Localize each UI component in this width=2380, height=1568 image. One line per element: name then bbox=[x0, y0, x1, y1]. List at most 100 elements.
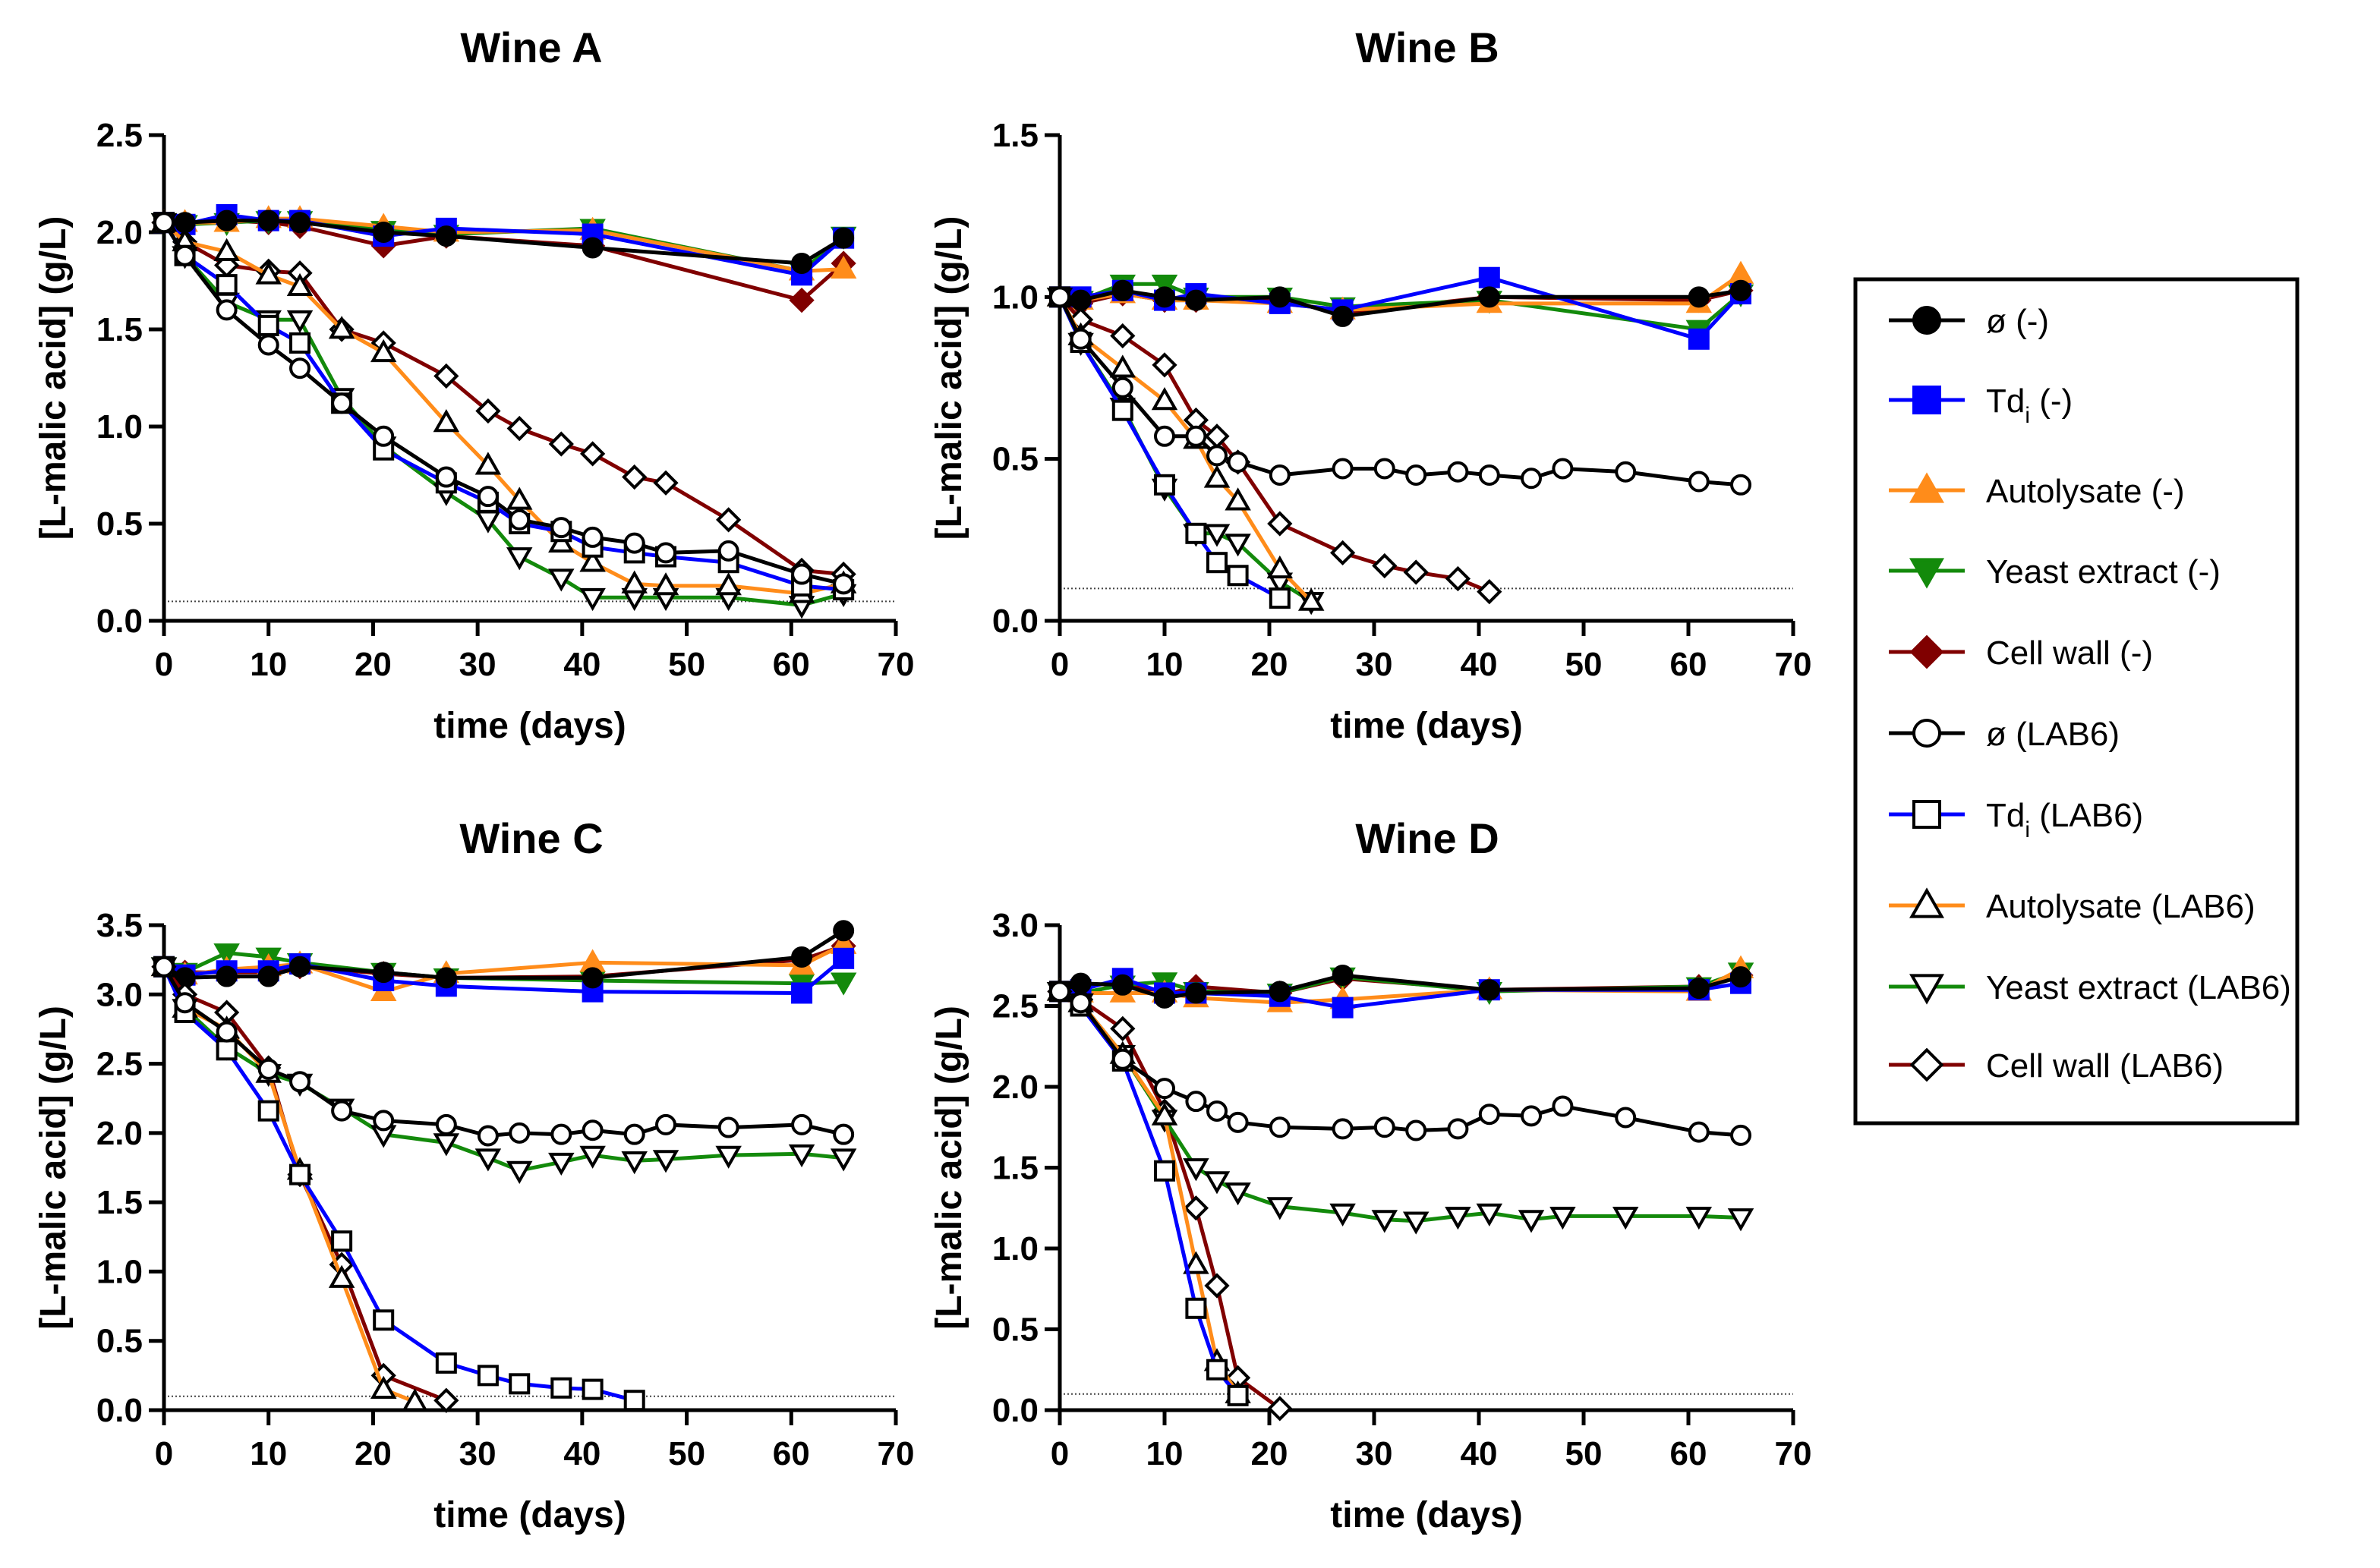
data-point bbox=[1477, 578, 1502, 605]
legend-marker bbox=[1909, 887, 1944, 918]
legend-label: Tdi (-) bbox=[1986, 383, 2073, 428]
data-point bbox=[1612, 1207, 1639, 1230]
data-point bbox=[1447, 1118, 1469, 1140]
data-point bbox=[1206, 1100, 1228, 1122]
data-point bbox=[216, 1021, 238, 1043]
data-point bbox=[1478, 1104, 1500, 1126]
data-point bbox=[1225, 487, 1251, 511]
legend-marker bbox=[1909, 558, 1944, 589]
data-point bbox=[833, 947, 855, 969]
chart-title: Wine B bbox=[1355, 24, 1499, 71]
data-point bbox=[1727, 1208, 1754, 1232]
y-axis-label: [L-malic acid] (g/L) bbox=[929, 1006, 969, 1330]
data-point bbox=[435, 466, 457, 488]
data-point bbox=[1615, 1107, 1637, 1129]
data-point bbox=[402, 1388, 428, 1412]
series-o bbox=[153, 920, 855, 989]
x-tick-label: 60 bbox=[773, 1435, 810, 1472]
data-point bbox=[621, 1151, 648, 1175]
data-point bbox=[477, 486, 499, 508]
legend-item-autolysate-lab6: Autolysate (LAB6) bbox=[1889, 887, 2255, 925]
legend-marker bbox=[1909, 634, 1944, 669]
data-point bbox=[213, 238, 240, 261]
y-tick-label: 1.0 bbox=[96, 408, 143, 446]
data-point bbox=[289, 956, 311, 978]
data-point bbox=[1183, 1251, 1209, 1274]
x-tick-label: 30 bbox=[1356, 646, 1393, 683]
series-o-lab6 bbox=[1049, 981, 1751, 1146]
legend-item-autolysate: Autolysate (-) bbox=[1889, 472, 2185, 510]
data-point bbox=[652, 1150, 679, 1173]
data-point bbox=[582, 1119, 604, 1141]
data-point bbox=[435, 1113, 457, 1135]
y-tick-label: 1.0 bbox=[992, 1230, 1039, 1267]
data-point bbox=[435, 967, 457, 989]
data-point bbox=[474, 452, 502, 475]
data-point bbox=[830, 1148, 857, 1172]
data-point bbox=[1203, 464, 1231, 488]
legend-item-yeast-extract: Yeast extract (-) bbox=[1889, 553, 2221, 590]
data-point bbox=[789, 287, 815, 313]
data-point bbox=[213, 943, 240, 967]
data-point bbox=[1183, 1158, 1209, 1182]
chart-panel-wine-c: Wine C 0 10 20 30 40 50 60 70 0.0 0.5 1.0 1.5 2.0 2.5 3… bbox=[33, 814, 914, 1535]
data-point bbox=[1154, 286, 1175, 308]
data-point bbox=[655, 1113, 677, 1135]
x-tick-label: 50 bbox=[668, 646, 705, 683]
data-point bbox=[1151, 274, 1178, 298]
x-axis-label: time (days) bbox=[1330, 1495, 1522, 1535]
data-point bbox=[373, 1110, 395, 1132]
data-point bbox=[1269, 587, 1291, 609]
series-o-lab6 bbox=[153, 212, 855, 595]
series-line bbox=[1059, 973, 1742, 1000]
series-line bbox=[163, 951, 844, 986]
data-point bbox=[1478, 286, 1500, 308]
data-point bbox=[1688, 471, 1710, 493]
data-point bbox=[1727, 260, 1754, 284]
series-cell-wall-lab6 bbox=[1047, 284, 1502, 605]
data-point bbox=[1111, 1048, 1133, 1070]
y-tick-label: 0.0 bbox=[96, 1392, 143, 1429]
data-point bbox=[548, 431, 574, 457]
data-point bbox=[1185, 522, 1207, 544]
data-point bbox=[255, 261, 282, 285]
data-point bbox=[1152, 352, 1177, 378]
data-point bbox=[506, 486, 533, 510]
data-point bbox=[1371, 1210, 1398, 1233]
data-point bbox=[286, 310, 314, 334]
y-tick-label: 1.5 bbox=[992, 1150, 1039, 1187]
data-point bbox=[153, 212, 175, 234]
data-point bbox=[1225, 534, 1251, 557]
y-tick-label: 0.0 bbox=[992, 603, 1039, 640]
data-point bbox=[435, 1352, 457, 1374]
data-point bbox=[477, 1125, 499, 1147]
data-point bbox=[1518, 1210, 1545, 1233]
data-point bbox=[1478, 266, 1500, 288]
data-point bbox=[1111, 399, 1133, 421]
data-point bbox=[257, 314, 279, 336]
x-axis-label: time (days) bbox=[433, 706, 626, 746]
legend-marker bbox=[1909, 472, 1944, 503]
data-point bbox=[550, 1377, 572, 1399]
data-point bbox=[791, 1113, 813, 1135]
legend-marker bbox=[1909, 1047, 1944, 1082]
chart-title: Wine D bbox=[1355, 814, 1499, 862]
data-point bbox=[715, 572, 742, 596]
data-point bbox=[286, 272, 314, 297]
y-axis-label: [L-malic acid] (g/L) bbox=[33, 1006, 74, 1330]
data-point bbox=[1227, 1384, 1249, 1406]
x-tick-label: 10 bbox=[250, 1435, 287, 1472]
data-point bbox=[289, 1163, 311, 1185]
data-point bbox=[1206, 445, 1228, 467]
legend-item-o: ø (-) bbox=[1889, 303, 2049, 340]
data-point bbox=[1332, 305, 1354, 327]
series-line bbox=[1058, 296, 1313, 603]
data-point bbox=[1154, 474, 1175, 496]
data-point bbox=[373, 425, 395, 447]
x-tick-label: 20 bbox=[1251, 1435, 1288, 1472]
series-autolysate-lab6 bbox=[1046, 978, 1251, 1404]
data-point bbox=[433, 1387, 459, 1413]
data-point bbox=[1227, 1111, 1249, 1133]
x-tick-label: 20 bbox=[355, 1435, 392, 1472]
